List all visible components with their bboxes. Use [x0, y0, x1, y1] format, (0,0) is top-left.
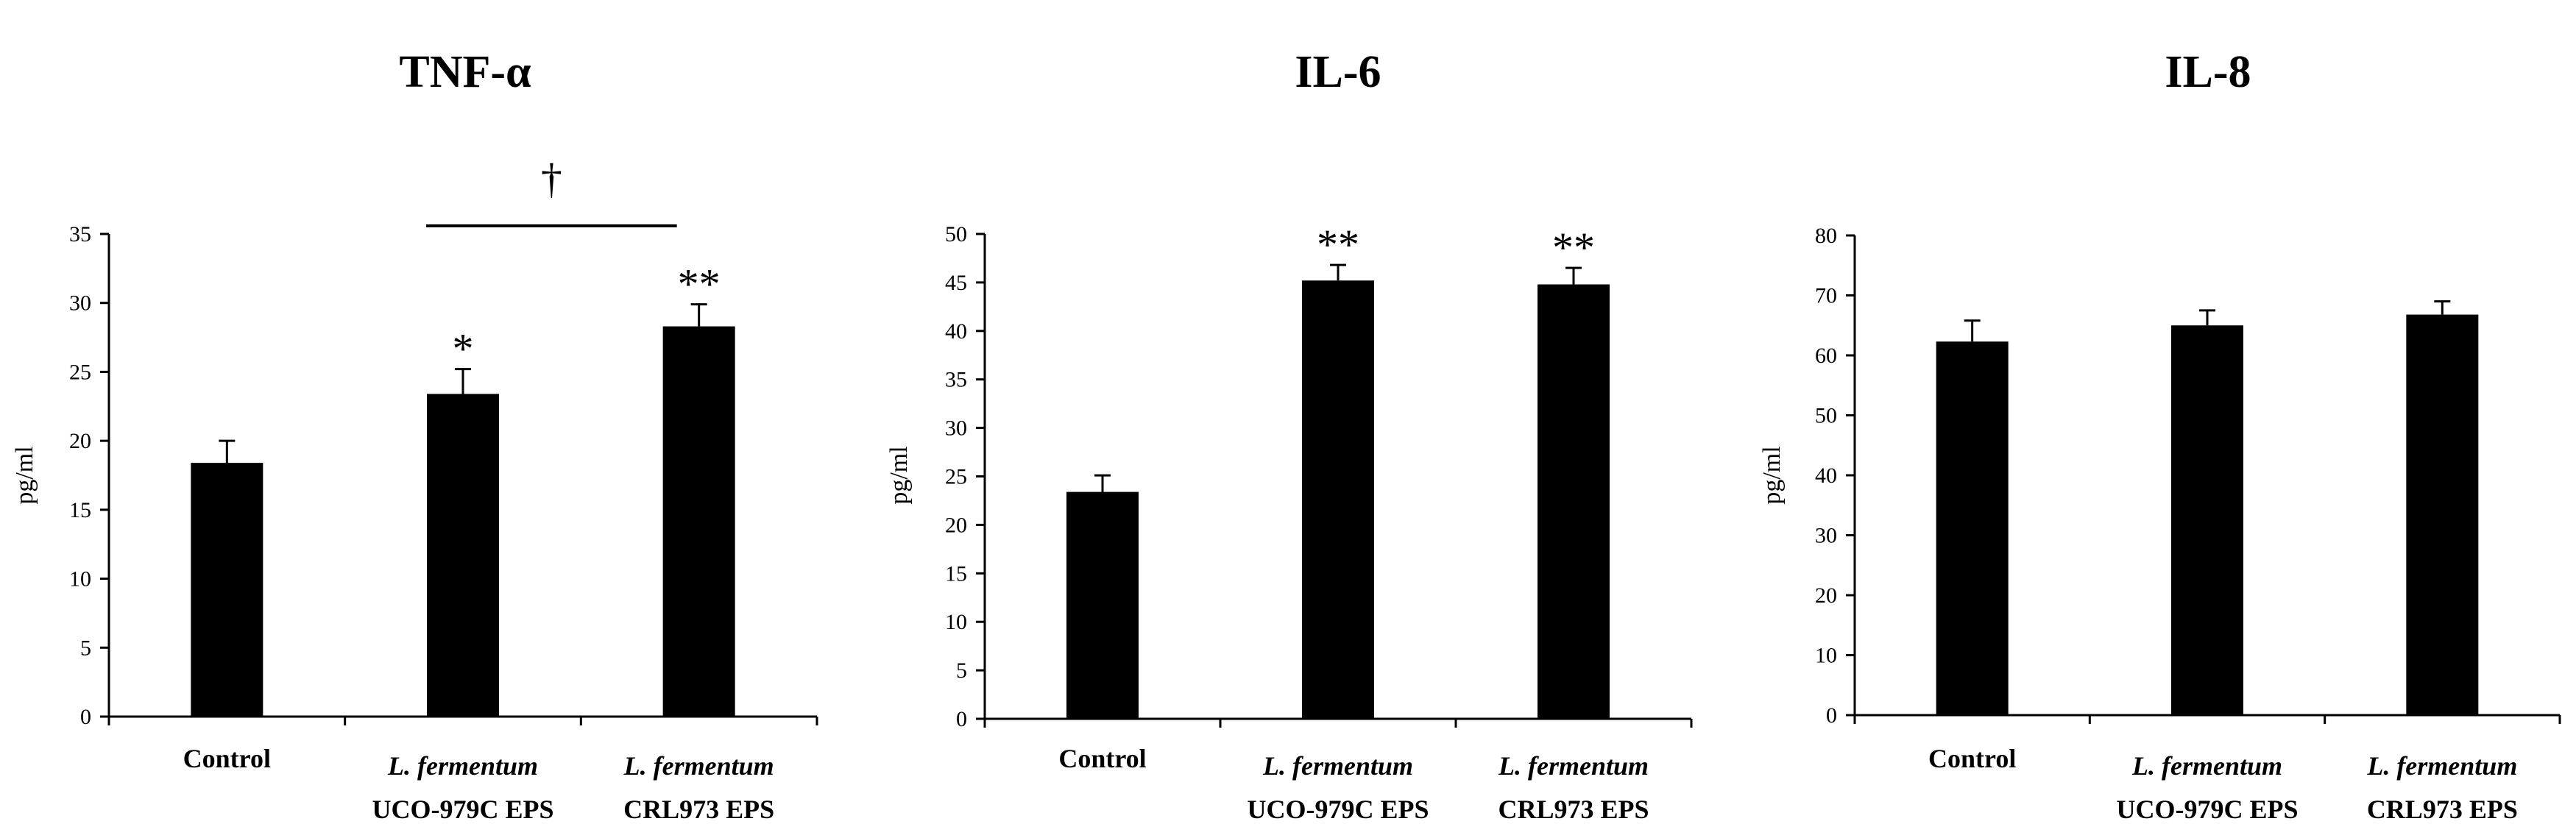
x-tick-label: L. fermentum [387, 751, 538, 781]
x-tick-label: L. fermentum [623, 751, 774, 781]
y-tick-label: 30 [69, 291, 91, 316]
y-tick-label: 5 [80, 636, 91, 660]
chart-panel: IL-8 pg/ml 0 10 20 30 40 50 60 70 80 Control L. ferm… [1758, 47, 2561, 824]
y-tick-label: 0 [80, 705, 91, 729]
x-tick-label: L. fermentum [1262, 751, 1413, 781]
chart-title: TNF-α [399, 47, 531, 97]
x-tick-label-line2: UCO-979C EPS [372, 795, 553, 824]
y-tick-label: 5 [956, 658, 967, 683]
x-tick-label: Control [1928, 744, 2016, 773]
y-tick-label: 50 [945, 222, 967, 246]
x-tick-label-line2: CRL973 EPS [623, 795, 774, 824]
y-tick-label: 50 [1815, 404, 1837, 428]
x-tick-label: L. fermentum [1498, 751, 1649, 781]
y-tick-label: 25 [945, 465, 967, 489]
y-tick-label: 45 [945, 271, 967, 295]
chart-title: IL-6 [1295, 47, 1381, 97]
bar [1936, 341, 2009, 715]
bar [191, 463, 263, 717]
y-tick-label: 35 [945, 368, 967, 392]
y-axis-label: pg/ml [11, 446, 38, 504]
x-tick-label: L. fermentum [2366, 751, 2517, 781]
x-tick-label-line2: UCO-979C EPS [1247, 795, 1429, 824]
bar [2406, 314, 2479, 716]
y-tick-label: 20 [1815, 583, 1837, 608]
y-tick-label: 80 [1815, 224, 1837, 248]
y-tick-label: 15 [69, 498, 91, 522]
chart-panel: TNF-α pg/ml 0 5 10 15 20 25 30 35 Control * L. ferme… [11, 47, 818, 824]
x-tick-label-line2: CRL973 EPS [1498, 795, 1649, 824]
significance-label: ** [678, 260, 721, 308]
bar [1302, 280, 1374, 719]
x-tick-label: Control [183, 744, 271, 773]
bar [662, 326, 735, 717]
comparison-label: † [541, 155, 562, 202]
y-tick-label: 20 [945, 513, 967, 537]
significance-label: * [453, 325, 474, 373]
y-tick-label: 35 [69, 222, 91, 246]
y-tick-label: 60 [1815, 344, 1837, 368]
y-tick-label: 0 [1826, 703, 1837, 728]
x-tick-label: L. fermentum [2131, 751, 2282, 781]
y-tick-label: 40 [945, 319, 967, 344]
y-tick-label: 10 [69, 567, 91, 592]
x-tick-label: Control [1058, 744, 1146, 773]
y-tick-label: 10 [1815, 644, 1837, 668]
y-tick-label: 10 [945, 610, 967, 634]
x-tick-label-line2: UCO-979C EPS [2116, 795, 2298, 824]
chart-panel: IL-6 pg/ml 0 5 10 15 20 25 30 35 40 45 50 Control ** L.… [885, 47, 1693, 824]
significance-label: ** [1552, 224, 1595, 271]
bar [427, 394, 499, 717]
y-tick-label: 30 [945, 416, 967, 441]
y-tick-label: 40 [1815, 464, 1837, 488]
bar [1538, 284, 1610, 719]
bar [2171, 325, 2243, 715]
y-tick-label: 0 [956, 707, 967, 731]
y-axis-label: pg/ml [885, 446, 913, 504]
chart-title: IL-8 [2165, 47, 2251, 97]
significance-label: ** [1317, 221, 1359, 269]
y-tick-label: 15 [945, 561, 967, 586]
bar [1066, 491, 1139, 719]
y-tick-label: 30 [1815, 524, 1837, 548]
y-axis-label: pg/ml [1758, 446, 1786, 504]
x-tick-label-line2: CRL973 EPS [2367, 795, 2518, 824]
y-tick-label: 20 [69, 429, 91, 453]
y-tick-label: 25 [69, 360, 91, 384]
y-tick-label: 70 [1815, 284, 1837, 308]
